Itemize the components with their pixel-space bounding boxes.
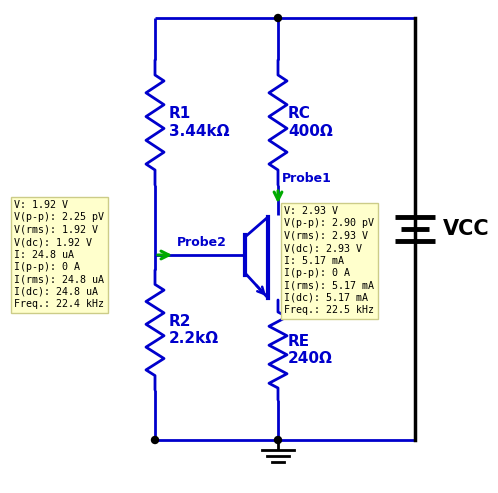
Circle shape — [274, 14, 281, 22]
Text: Probe2: Probe2 — [177, 236, 227, 249]
Circle shape — [274, 436, 281, 444]
Text: R1
3.44kΩ: R1 3.44kΩ — [169, 106, 230, 139]
Text: VCC: VCC — [443, 219, 490, 239]
Text: V: 1.92 V
V(p-p): 2.25 pV
V(rms): 1.92 V
V(dc): 1.92 V
I: 24.8 uA
I(p-p): 0 A
I(: V: 1.92 V V(p-p): 2.25 pV V(rms): 1.92 V… — [14, 200, 104, 309]
Text: R2
2.2kΩ: R2 2.2kΩ — [169, 314, 219, 346]
Text: RC
400Ω: RC 400Ω — [288, 106, 333, 139]
Text: RE
240Ω: RE 240Ω — [288, 334, 333, 366]
Circle shape — [151, 436, 158, 444]
Text: Probe1: Probe1 — [282, 172, 332, 185]
Text: V: 2.93 V
V(p-p): 2.90 pV
V(rms): 2.93 V
V(dc): 2.93 V
I: 5.17 mA
I(p-p): 0 A
I(: V: 2.93 V V(p-p): 2.90 pV V(rms): 2.93 V… — [284, 206, 374, 315]
